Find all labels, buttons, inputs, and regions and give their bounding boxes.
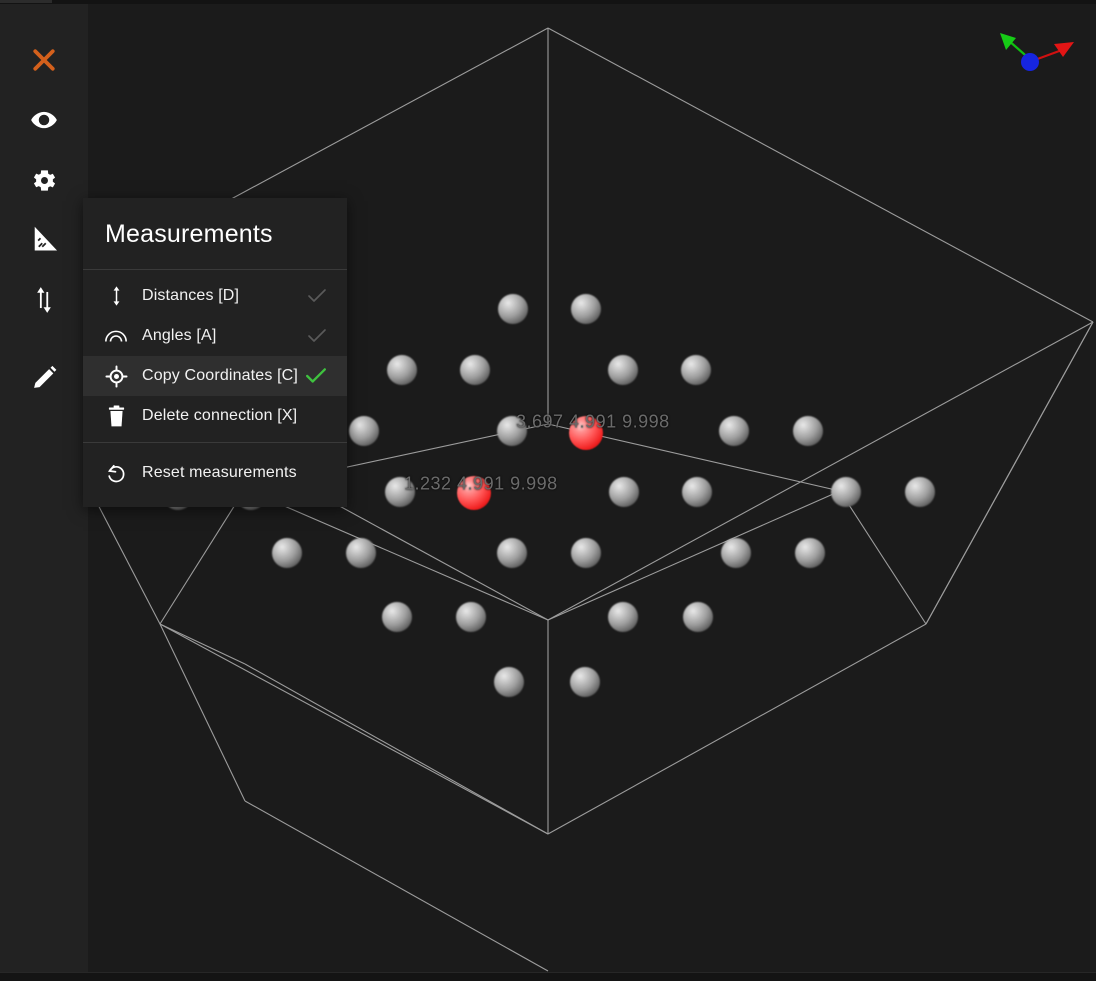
sphere-point[interactable]	[793, 416, 823, 446]
sphere-point[interactable]	[831, 477, 861, 507]
window-bottom-strip	[0, 972, 1096, 981]
sphere-selected[interactable]	[457, 476, 491, 510]
check-icon-dim	[307, 328, 327, 344]
menu-item-label: Delete connection [X]	[142, 407, 298, 424]
measurement-options-group: Distances [D] Angles [A]	[83, 270, 347, 442]
sphere-point[interactable]	[382, 602, 412, 632]
angle-arc-icon	[99, 327, 133, 345]
sphere-point[interactable]	[570, 667, 600, 697]
sphere-point[interactable]	[385, 477, 415, 507]
axis-gizmo[interactable]	[992, 28, 1082, 98]
menu-item-angles[interactable]: Angles [A]	[83, 316, 347, 356]
gear-icon[interactable]	[18, 154, 70, 206]
sphere-point[interactable]	[272, 538, 302, 568]
eye-icon[interactable]	[18, 94, 70, 146]
coordinate-label: 3.697 4.991 9.998	[516, 411, 670, 432]
menu-item-label: Reset measurements	[142, 464, 297, 481]
sphere-point[interactable]	[497, 416, 527, 446]
arrows-updown-icon	[99, 285, 133, 307]
sphere-point[interactable]	[346, 538, 376, 568]
sphere-point[interactable]	[683, 602, 713, 632]
arrows-updown-icon[interactable]	[18, 274, 70, 326]
sphere-point[interactable]	[387, 355, 417, 385]
menu-item-label: Angles [A]	[142, 327, 217, 344]
sphere-point[interactable]	[608, 355, 638, 385]
pencil-icon[interactable]	[18, 352, 70, 404]
sphere-point[interactable]	[571, 294, 601, 324]
menu-item-copy-coordinates[interactable]: Copy Coordinates [C]	[83, 356, 347, 396]
ruler-icon[interactable]	[18, 214, 70, 266]
measurement-footer-group: Reset measurements	[83, 443, 347, 507]
sphere-point[interactable]	[681, 355, 711, 385]
panel-title: Measurements	[105, 220, 273, 248]
window-top-strip	[0, 0, 1096, 4]
x-axis-arrow	[1054, 42, 1074, 57]
sphere-point[interactable]	[721, 538, 751, 568]
left-toolbar	[0, 4, 88, 972]
menu-item-label: Copy Coordinates [C]	[142, 367, 298, 384]
menu-item-delete-connection[interactable]: Delete connection [X]	[83, 396, 347, 436]
sphere-point[interactable]	[795, 538, 825, 568]
panel-divider-bottom	[83, 442, 347, 443]
sphere-selected[interactable]	[569, 416, 603, 450]
sphere-point[interactable]	[498, 294, 528, 324]
sphere-point[interactable]	[456, 602, 486, 632]
sphere-point[interactable]	[682, 477, 712, 507]
check-icon-active	[305, 367, 327, 385]
check-icon-dim	[307, 288, 327, 304]
close-icon[interactable]	[18, 34, 70, 86]
trash-icon	[99, 404, 133, 428]
window-top-nub	[0, 0, 52, 3]
y-axis-arrow	[1000, 33, 1016, 50]
sphere-point[interactable]	[349, 416, 379, 446]
measurements-panel: Measurements Distances [D]	[83, 198, 347, 507]
menu-item-reset-measurements[interactable]: Reset measurements	[83, 453, 347, 493]
menu-item-label: Distances [D]	[142, 287, 240, 304]
sphere-point[interactable]	[571, 538, 601, 568]
sphere-point[interactable]	[609, 477, 639, 507]
sphere-point[interactable]	[494, 667, 524, 697]
z-axis-marker	[1021, 53, 1039, 71]
sphere-point[interactable]	[719, 416, 749, 446]
reset-icon	[99, 462, 133, 484]
crosshair-icon	[99, 364, 133, 388]
sphere-point[interactable]	[608, 602, 638, 632]
panel-divider-top	[83, 269, 347, 270]
menu-item-distances[interactable]: Distances [D]	[83, 276, 347, 316]
sphere-point[interactable]	[460, 355, 490, 385]
coordinate-label: 1.232 4.991 9.998	[404, 473, 558, 494]
sphere-point[interactable]	[497, 538, 527, 568]
sphere-point[interactable]	[905, 477, 935, 507]
